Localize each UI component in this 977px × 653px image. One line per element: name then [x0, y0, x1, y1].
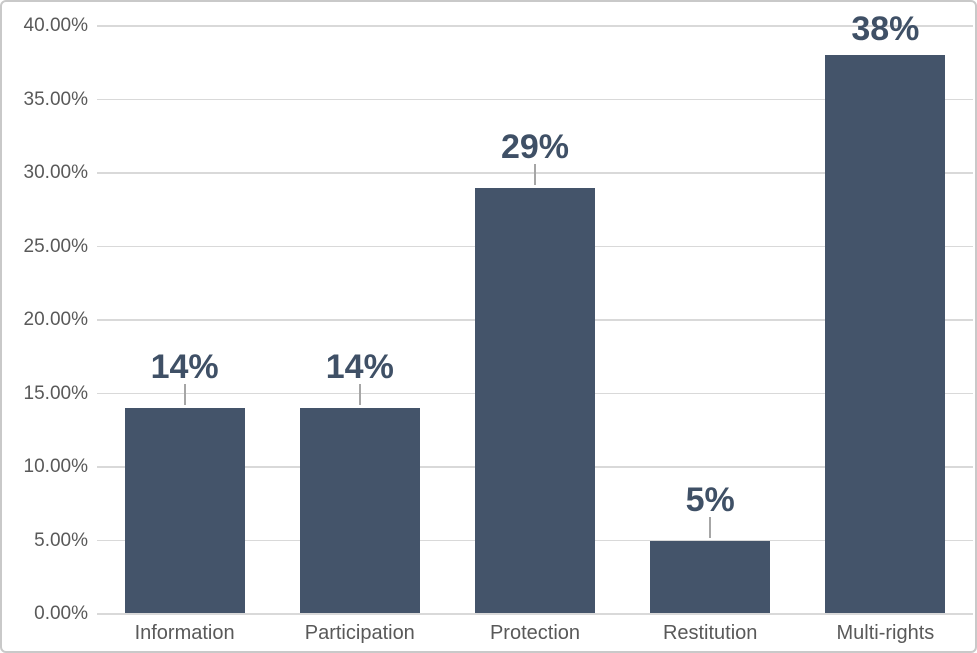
x-axis-line: [97, 613, 973, 615]
data-label: 14%: [150, 348, 219, 387]
bar: [299, 408, 420, 613]
gridline: [97, 25, 973, 27]
y-tick-label: 30.00%: [23, 162, 88, 183]
y-tick-label: 15.00%: [23, 382, 88, 404]
category-label: Protection: [489, 622, 581, 644]
data-label: 29%: [500, 127, 570, 166]
y-tick-label: 10.00%: [23, 456, 88, 477]
leader-line: [183, 384, 186, 406]
y-tick-label: 25.00%: [23, 235, 88, 257]
category-label: Participation: [304, 622, 415, 644]
gridline: [97, 98, 973, 101]
leader-line: [534, 163, 536, 185]
category-label: Multi-rights: [836, 622, 935, 644]
data-label: 5%: [685, 480, 735, 519]
y-tick-label: 0.00%: [34, 603, 88, 624]
bar: [124, 408, 245, 613]
leader-line: [709, 516, 712, 538]
bar: [650, 540, 771, 613]
y-tick-label: 5.00%: [34, 529, 88, 551]
bar: [825, 55, 946, 613]
category-label: Information: [134, 622, 235, 644]
data-label: 38%: [851, 9, 920, 48]
category-label: Restitution: [662, 622, 758, 644]
y-tick-label: 35.00%: [23, 88, 88, 110]
y-tick-label: 40.00%: [23, 15, 88, 36]
data-label: 14%: [325, 348, 394, 387]
bar: [475, 187, 595, 613]
y-tick-label: 20.00%: [23, 309, 88, 330]
leader-line: [358, 384, 361, 406]
